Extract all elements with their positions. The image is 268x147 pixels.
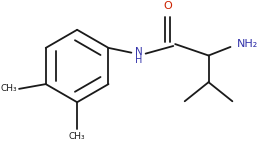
Text: NH₂: NH₂ bbox=[237, 39, 258, 49]
Text: H: H bbox=[135, 55, 143, 65]
Text: O: O bbox=[163, 1, 172, 11]
Text: CH₃: CH₃ bbox=[1, 84, 17, 93]
Text: N: N bbox=[135, 47, 143, 57]
Text: CH₃: CH₃ bbox=[69, 132, 85, 141]
